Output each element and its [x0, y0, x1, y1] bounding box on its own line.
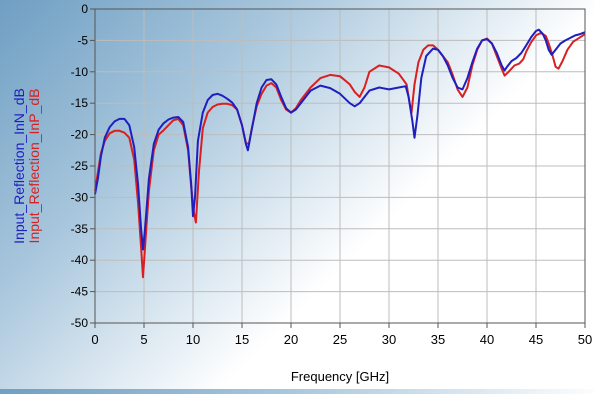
plot-frame	[94, 8, 586, 324]
series-line-inp	[94, 31, 586, 279]
series-lines	[94, 28, 586, 279]
x-tick-label: 40	[480, 332, 494, 347]
y-tick-label: -15	[71, 96, 89, 110]
x-tick-label: 30	[382, 332, 396, 347]
x-tick-label: 25	[333, 332, 347, 347]
x-tick-label: 0	[91, 332, 98, 347]
x-tick-label: 45	[529, 332, 543, 347]
y-tick-label: -5	[77, 33, 88, 47]
legend-entry-inp: Input_Reflection_InP_dB	[26, 89, 42, 244]
x-tick-label: 5	[140, 332, 147, 347]
y-axis-ticks: 0 -5 -10 -15 -20 -25 -30 -35 -40 -45 -50	[71, 2, 95, 330]
x-tick-label: 15	[235, 332, 249, 347]
y-tick-label: 0	[81, 2, 88, 16]
x-axis-ticks: 0 5 10 15 20 25 30 35 40 45 50	[91, 323, 592, 347]
series-line-inn	[94, 28, 586, 251]
x-tick-label: 35	[431, 332, 445, 347]
y-tick-label: -10	[71, 65, 89, 79]
y-tick-label: -25	[71, 159, 89, 173]
y-tick-label: -30	[71, 190, 89, 204]
x-tick-label: 20	[284, 332, 298, 347]
y-tick-label: -50	[71, 316, 89, 330]
x-tick-label: 10	[186, 332, 200, 347]
y-tick-label: -35	[71, 222, 89, 236]
x-axis-label: Frequency [GHz]	[291, 369, 389, 384]
y-tick-label: -40	[71, 253, 89, 267]
legend-entry-inn: Input_Reflection_InN_dB	[11, 88, 27, 244]
y-tick-label: -45	[71, 285, 89, 299]
grid	[94, 8, 586, 324]
y-tick-label: -20	[71, 128, 89, 142]
x-tick-label: 50	[578, 332, 592, 347]
